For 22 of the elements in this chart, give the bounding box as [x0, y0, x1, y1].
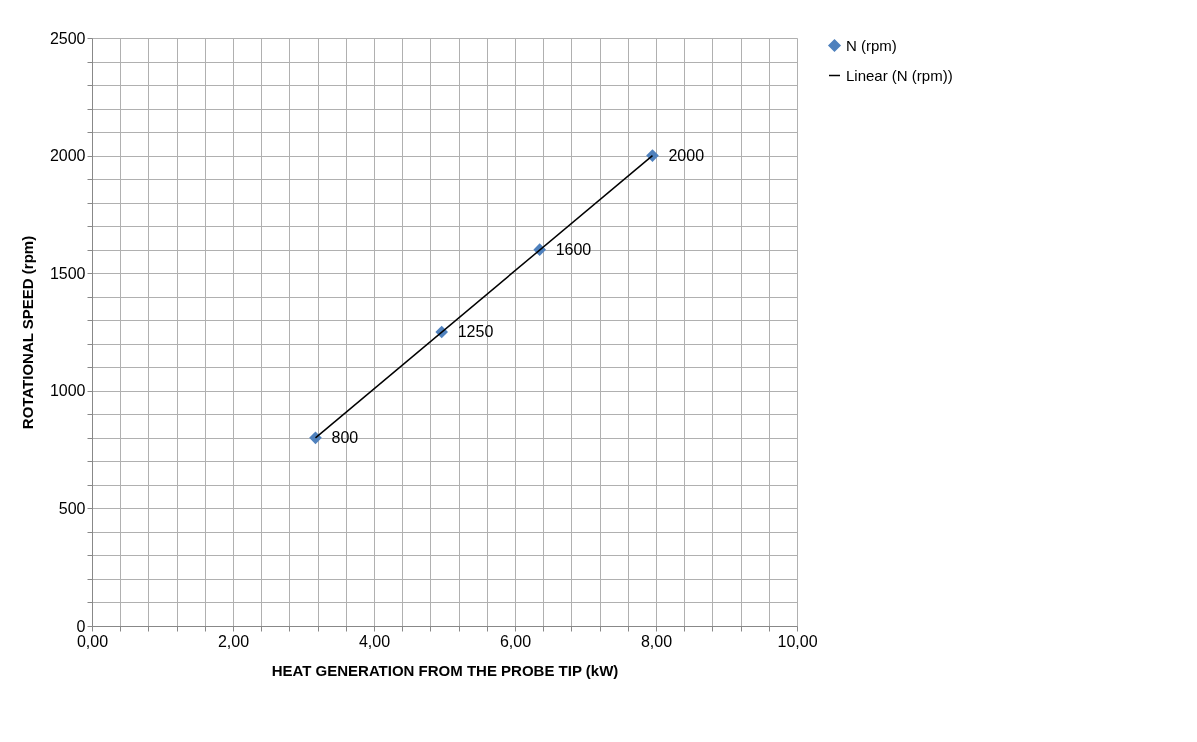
x-tick-label: 4,00 [358, 632, 391, 650]
y-tick-label: 2500 [49, 29, 86, 47]
point [646, 149, 659, 162]
data-label: 800 [331, 428, 359, 446]
y-tick-label: 500 [58, 499, 86, 517]
data-label: 1250 [457, 323, 494, 340]
x-tick-label: 2,00 [217, 632, 250, 650]
y-tick-label: 0 [76, 617, 86, 635]
x-tick-label: 8,00 [640, 632, 673, 650]
data-label: 2000 [668, 146, 705, 164]
legend-label: Linear (N (rpm)) [846, 66, 953, 84]
y-axis-title: ROTATIONAL SPEED (rpm) [18, 235, 36, 430]
y-tick-label: 2000 [49, 147, 86, 165]
point [309, 431, 322, 445]
x-axis-title: HEAT GENERATION FROM THE PROBE TIP (kW) [271, 661, 619, 679]
y-tick-label: 1000 [49, 382, 86, 400]
y-tick-label: 1500 [49, 264, 86, 282]
x-tick-label: 0,00 [76, 632, 109, 650]
x-tick-label: 6,00 [499, 632, 532, 650]
data-label: 1600 [555, 240, 592, 258]
x-tick-label: 10,00 [777, 632, 818, 650]
legend-label: N (rpm) [846, 36, 897, 54]
